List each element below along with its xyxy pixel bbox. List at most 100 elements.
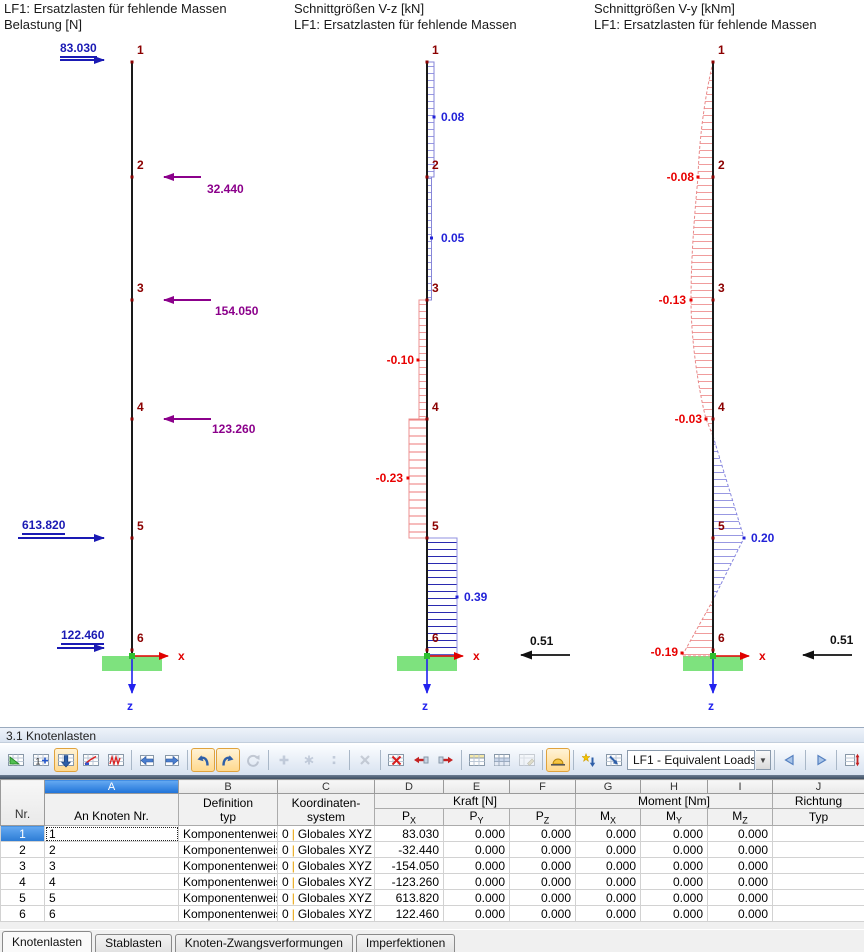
cell-knoten[interactable]: 4 (44, 873, 179, 891)
cell-richtung[interactable] (772, 889, 864, 907)
cell-richtung[interactable] (772, 873, 864, 891)
cell-knoten[interactable]: 5 (44, 889, 179, 907)
column-letter-g[interactable]: G (575, 779, 641, 794)
cell-my[interactable]: 0.000 (640, 905, 708, 923)
cell-knoten[interactable]: 2 (44, 841, 179, 859)
table-header-icon[interactable] (465, 748, 489, 772)
cell-my[interactable]: 0.000 (640, 841, 708, 859)
refresh-icon[interactable] (241, 748, 265, 772)
row-number[interactable]: 3 (0, 857, 45, 875)
cell-koordsystem[interactable]: 0 | Globales XYZ (277, 905, 375, 923)
tab-knotenlasten[interactable]: Knotenlasten (2, 931, 93, 952)
cell-mz[interactable]: 0.000 (707, 889, 773, 907)
cell-mx[interactable]: 0.000 (575, 857, 641, 875)
cell-px[interactable]: 83.030 (374, 825, 444, 843)
undo-icon[interactable] (191, 748, 215, 772)
split-rows-icon[interactable] (840, 748, 864, 772)
cell-py[interactable]: 0.000 (443, 841, 510, 859)
table-zigzag-icon[interactable] (104, 748, 128, 772)
cell-px[interactable]: 613.820 (374, 889, 444, 907)
cell-mx[interactable]: 0.000 (575, 889, 641, 907)
cell-richtung[interactable] (772, 857, 864, 875)
cell-my[interactable]: 0.000 (640, 825, 708, 843)
row-number[interactable]: 1 (0, 825, 45, 843)
cell-pz[interactable]: 0.000 (509, 841, 576, 859)
cell-my[interactable]: 0.000 (640, 889, 708, 907)
column-letter-d[interactable]: D (374, 779, 444, 794)
asterisk-icon[interactable] (297, 748, 321, 772)
cell-richtung[interactable] (772, 841, 864, 859)
cell-py[interactable]: 0.000 (443, 905, 510, 923)
row-number[interactable]: 6 (0, 905, 45, 923)
cell-py[interactable]: 0.000 (443, 889, 510, 907)
cell-koordsystem[interactable]: 0 | Globales XYZ (277, 825, 375, 843)
cell-knoten[interactable]: 3 (44, 857, 179, 875)
cell-pz[interactable]: 0.000 (509, 905, 576, 923)
cell-py[interactable]: 0.000 (443, 857, 510, 875)
cell-definition[interactable]: Komponentenweise (178, 889, 278, 907)
table-delete-icon[interactable] (384, 748, 408, 772)
column-letter-j[interactable]: J (772, 779, 864, 794)
cell-definition[interactable]: Komponentenweise (178, 841, 278, 859)
cell-pz[interactable]: 0.000 (509, 857, 576, 875)
cell-mz[interactable]: 0.000 (707, 825, 773, 843)
cell-richtung[interactable] (772, 825, 864, 843)
row-number[interactable]: 4 (0, 873, 45, 891)
table-arrow-down-icon[interactable] (54, 748, 78, 772)
cell-my[interactable]: 0.000 (640, 857, 708, 875)
cell-px[interactable]: -32.440 (374, 841, 444, 859)
cell-koordsystem[interactable]: 0 | Globales XYZ (277, 841, 375, 859)
redo-icon[interactable] (216, 748, 240, 772)
cell-mz[interactable]: 0.000 (707, 873, 773, 891)
cell-mz[interactable]: 0.000 (707, 841, 773, 859)
cell-px[interactable]: 122.460 (374, 905, 444, 923)
cell-mz[interactable]: 0.000 (707, 857, 773, 875)
plus-icon[interactable] (272, 748, 296, 772)
column-letter-h[interactable]: H (640, 779, 708, 794)
cell-py[interactable]: 0.000 (443, 873, 510, 891)
cell-knoten[interactable]: 1 (44, 825, 179, 843)
loadcase-dropdown[interactable]: LF1 - Equivalent Loads (627, 750, 755, 770)
cell-richtung[interactable] (772, 905, 864, 923)
cell-definition[interactable]: Komponentenweise (178, 857, 278, 875)
loadcase-dropdown-arrow-icon[interactable]: ▼ (756, 750, 771, 770)
row-number[interactable]: 2 (0, 841, 45, 859)
cell-px[interactable]: -123.260 (374, 873, 444, 891)
cell-definition[interactable]: Komponentenweise (178, 825, 278, 843)
prev-loadcase-icon[interactable] (778, 748, 802, 772)
cell-my[interactable]: 0.000 (640, 873, 708, 891)
table-rows-icon[interactable] (490, 748, 514, 772)
cell-koordsystem[interactable]: 0 | Globales XYZ (277, 889, 375, 907)
table-plus-one-icon[interactable]: 1 (29, 748, 53, 772)
cell-pz[interactable]: 0.000 (509, 825, 576, 843)
column-letter-b[interactable]: B (178, 779, 278, 794)
clear-x-icon[interactable] (353, 748, 377, 772)
cell-mx[interactable]: 0.000 (575, 905, 641, 923)
table-edit-icon[interactable] (515, 748, 539, 772)
cell-pz[interactable]: 0.000 (509, 889, 576, 907)
row-delete-icon[interactable] (409, 748, 433, 772)
row-insert-icon[interactable] (434, 748, 458, 772)
column-letter-i[interactable]: I (707, 779, 773, 794)
new-load-icon[interactable] (577, 748, 601, 772)
cell-mx[interactable]: 0.000 (575, 841, 641, 859)
row-number[interactable]: 5 (0, 889, 45, 907)
column-letter-e[interactable]: E (443, 779, 510, 794)
table-arrow-right-icon[interactable] (160, 748, 184, 772)
cell-mz[interactable]: 0.000 (707, 905, 773, 923)
cell-definition[interactable]: Komponentenweise (178, 905, 278, 923)
cell-knoten[interactable]: 6 (44, 905, 179, 923)
next-loadcase-icon[interactable] (809, 748, 833, 772)
tab-knoten-zwangsverformungen[interactable]: Knoten-Zwangsverformungen (174, 934, 353, 952)
table-chart-icon[interactable] (79, 748, 103, 772)
cell-mx[interactable]: 0.000 (575, 873, 641, 891)
column-letter-f[interactable]: F (509, 779, 576, 794)
column-letter-c[interactable]: C (277, 779, 375, 794)
column-letter-a[interactable]: A (44, 779, 179, 794)
cell-pz[interactable]: 0.000 (509, 873, 576, 891)
cell-definition[interactable]: Komponentenweise (178, 873, 278, 891)
cell-koordsystem[interactable]: 0 | Globales XYZ (277, 857, 375, 875)
load-to-table-icon[interactable] (602, 748, 626, 772)
tab-stablasten[interactable]: Stablasten (95, 934, 172, 952)
table-triangle-icon[interactable] (4, 748, 28, 772)
